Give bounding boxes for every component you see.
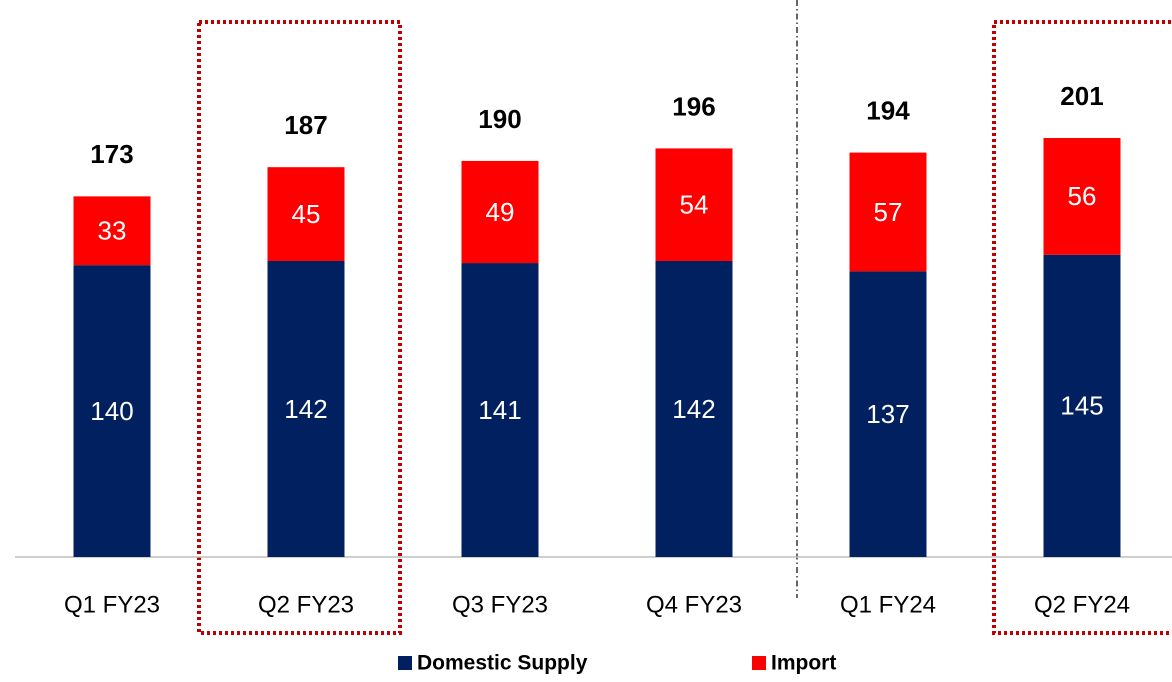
- bar-segment: [73, 196, 151, 266]
- segment-label: 33: [98, 216, 127, 246]
- bar-segment: [1043, 254, 1121, 557]
- segment-label: 142: [672, 394, 715, 424]
- x-tick-label: Q2 FY24: [1034, 591, 1130, 618]
- bar-segment: [461, 263, 539, 557]
- bar-segment: [1043, 137, 1121, 255]
- highlight-box: [992, 20, 1172, 635]
- segment-label: 145: [1060, 391, 1103, 421]
- segment-label: 57: [874, 197, 903, 227]
- bar-segment: [267, 260, 345, 557]
- legend-swatch: [398, 656, 412, 670]
- bar-segment: [849, 271, 927, 557]
- bar-segment: [655, 148, 733, 261]
- highlight-box: [197, 20, 402, 635]
- segment-label: 49: [486, 197, 515, 227]
- segment-label: 140: [90, 396, 133, 426]
- total-label: 194: [866, 95, 910, 125]
- legend-label: Domestic Supply: [417, 652, 588, 675]
- bar-segment: [73, 265, 151, 557]
- x-tick-label: Q3 FY23: [452, 591, 548, 618]
- bar-segment: [655, 260, 733, 557]
- bar-segment: [849, 152, 927, 272]
- segment-label: 56: [1068, 181, 1097, 211]
- total-label: 190: [478, 104, 521, 134]
- total-label: 187: [284, 110, 327, 140]
- bar-segment: [461, 160, 539, 264]
- legend-label: Import: [771, 652, 836, 675]
- segment-label: 54: [680, 190, 709, 220]
- segment-label: 137: [866, 399, 909, 429]
- segment-label: 141: [478, 395, 521, 425]
- bar-segment: [267, 167, 345, 261]
- segment-label: 45: [292, 199, 321, 229]
- x-tick-label: Q2 FY23: [258, 591, 354, 618]
- total-label: 173: [90, 139, 133, 169]
- legend-swatch: [752, 656, 766, 670]
- x-tick-label: Q1 FY24: [840, 591, 936, 618]
- x-tick-label: Q1 FY23: [64, 591, 160, 618]
- total-label: 196: [672, 91, 715, 121]
- segment-label: 142: [284, 394, 327, 424]
- x-tick-label: Q4 FY23: [646, 591, 742, 618]
- total-label: 201: [1060, 81, 1103, 111]
